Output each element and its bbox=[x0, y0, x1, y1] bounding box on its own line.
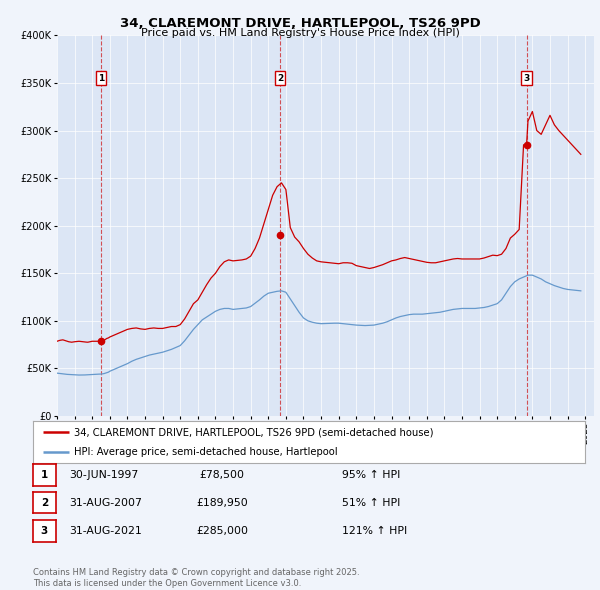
Text: 31-AUG-2007: 31-AUG-2007 bbox=[69, 498, 142, 507]
Text: 2: 2 bbox=[41, 498, 48, 507]
Text: 34, CLAREMONT DRIVE, HARTLEPOOL, TS26 9PD: 34, CLAREMONT DRIVE, HARTLEPOOL, TS26 9P… bbox=[119, 17, 481, 30]
Text: 3: 3 bbox=[523, 74, 530, 83]
Text: Price paid vs. HM Land Registry's House Price Index (HPI): Price paid vs. HM Land Registry's House … bbox=[140, 28, 460, 38]
Text: 31-AUG-2021: 31-AUG-2021 bbox=[69, 526, 142, 536]
Text: 3: 3 bbox=[41, 526, 48, 536]
Text: 121% ↑ HPI: 121% ↑ HPI bbox=[342, 526, 407, 536]
Text: Contains HM Land Registry data © Crown copyright and database right 2025.
This d: Contains HM Land Registry data © Crown c… bbox=[33, 568, 359, 588]
Text: 1: 1 bbox=[98, 74, 104, 83]
Text: 51% ↑ HPI: 51% ↑ HPI bbox=[342, 498, 400, 507]
Text: 2: 2 bbox=[277, 74, 283, 83]
Text: £189,950: £189,950 bbox=[196, 498, 248, 507]
Text: HPI: Average price, semi-detached house, Hartlepool: HPI: Average price, semi-detached house,… bbox=[74, 447, 338, 457]
Text: 34, CLAREMONT DRIVE, HARTLEPOOL, TS26 9PD (semi-detached house): 34, CLAREMONT DRIVE, HARTLEPOOL, TS26 9P… bbox=[74, 427, 434, 437]
Text: £285,000: £285,000 bbox=[196, 526, 248, 536]
Text: £78,500: £78,500 bbox=[199, 470, 245, 480]
Text: 30-JUN-1997: 30-JUN-1997 bbox=[69, 470, 138, 480]
Text: 1: 1 bbox=[41, 470, 48, 480]
Text: 95% ↑ HPI: 95% ↑ HPI bbox=[342, 470, 400, 480]
